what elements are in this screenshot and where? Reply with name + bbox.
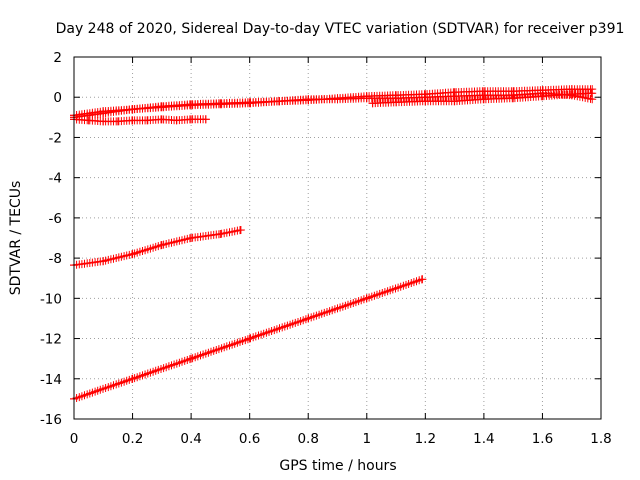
series-sample-markers: [70, 115, 210, 126]
y-tick-label: -8: [49, 251, 62, 267]
x-tick-label: 1.2: [415, 431, 436, 447]
series-sample-markers: [70, 275, 426, 403]
x-tick-label: 1.4: [473, 431, 494, 447]
series-lower-line: [70, 275, 427, 403]
series-upper-band-b: [70, 89, 597, 120]
y-tick-label: 0: [53, 90, 62, 106]
x-tick-label: 0.6: [239, 431, 260, 447]
x-tick-labels: 0 0.2 0.4 0.6 0.8 1 1.2 1.4 1.6 1.8: [70, 431, 612, 447]
series-short-band: [70, 115, 210, 126]
y-tick-label: -6: [49, 211, 62, 227]
y-tick-label: -12: [40, 332, 62, 348]
y-axis-label: SDTVAR / TECUs: [8, 181, 24, 296]
y-tick-label: -2: [49, 130, 62, 146]
y-tick-label: -4: [49, 171, 62, 187]
data-series-group: [70, 85, 597, 403]
x-tick-label: 0.8: [297, 431, 318, 447]
series-sample-markers: [70, 89, 595, 120]
plot-frame: [73, 56, 602, 420]
y-tick-label: -10: [40, 291, 62, 307]
series-upper-band-c: [368, 89, 597, 108]
y-tick-label: -14: [40, 372, 62, 388]
series-middle-line: [70, 225, 245, 270]
series-sample-markers: [70, 85, 595, 122]
y-tick-label: 2: [53, 50, 62, 66]
series-sample-markers: [70, 226, 244, 270]
y-tick-label: -16: [40, 412, 62, 428]
x-tick-label: 0.2: [122, 431, 143, 447]
chart-title: Day 248 of 2020, Sidereal Day-to-day VTE…: [56, 21, 625, 37]
axis-ticks: [73, 56, 602, 420]
x-tick-label: 1: [362, 431, 371, 447]
x-tick-label: 0: [70, 431, 79, 447]
x-tick-label: 1.6: [532, 431, 553, 447]
x-tick-label: 1.8: [590, 431, 611, 447]
y-tick-labels: 2 0 -2 -4 -6 -8 -10 -12 -14 -16: [40, 50, 62, 428]
x-tick-label: 0.4: [180, 431, 201, 447]
x-axis-label: GPS time / hours: [279, 458, 396, 474]
series-sample-markers: [368, 89, 596, 108]
series-upper-band-a: [70, 85, 597, 122]
